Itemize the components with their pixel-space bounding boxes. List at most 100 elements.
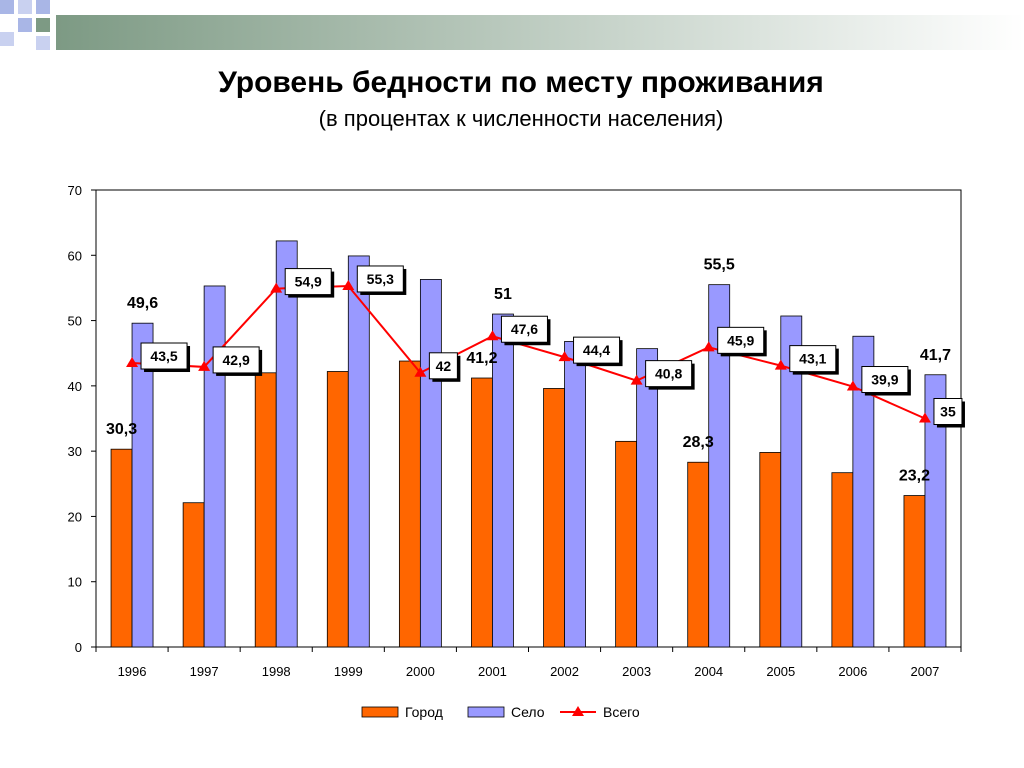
data-label-gorod: 23,2 [899, 468, 930, 485]
marker-vsego [342, 279, 355, 290]
legend-swatch-gorod [361, 706, 399, 718]
marker-vsego [486, 330, 499, 341]
x-tick-label: 2004 [694, 664, 723, 679]
data-label-vsego: 55,3 [367, 271, 394, 287]
x-tick-label: 1999 [334, 664, 363, 679]
marker-vsego [774, 359, 787, 370]
y-tick-label: 30 [68, 444, 82, 459]
slide-decoration [0, 0, 1024, 50]
bar-selo [780, 315, 803, 648]
decor-square [18, 18, 32, 32]
bar-gorod [615, 440, 638, 648]
label-box [645, 360, 693, 388]
label-box [284, 268, 332, 296]
data-label-vsego: 42 [436, 358, 452, 374]
y-tick-label: 50 [68, 314, 82, 329]
bar-selo [203, 285, 226, 648]
bar-gorod [759, 452, 782, 648]
x-tick-label: 2007 [910, 664, 939, 679]
data-label-vsego: 40,8 [655, 366, 682, 382]
x-tick-label: 2001 [478, 664, 507, 679]
data-label-vsego: 47,6 [511, 321, 538, 337]
marker-vsego [846, 380, 859, 391]
marker-vsego [126, 357, 139, 368]
y-tick-label: 40 [68, 379, 82, 394]
marker-vsego [414, 366, 427, 377]
bar-gorod [110, 448, 133, 648]
data-label-vsego: 39,9 [871, 372, 898, 388]
decor-square [0, 32, 14, 46]
x-tick-label: 2000 [406, 664, 435, 679]
x-tick-label: 2002 [550, 664, 579, 679]
legend-label-gorod: Город [405, 704, 443, 720]
marker-vsego [270, 282, 283, 293]
bar-gorod [254, 372, 277, 648]
y-tick-label: 20 [68, 509, 82, 524]
bar-selo [564, 341, 586, 648]
bar-selo [636, 348, 659, 648]
bar-selo [347, 255, 370, 648]
label-box [212, 346, 260, 374]
marker-vsego [558, 351, 571, 362]
bar-selo [924, 374, 947, 648]
marker-vsego [918, 412, 931, 423]
bar-selo [131, 322, 154, 648]
legend-label-vsego: Всего [603, 704, 640, 720]
x-tick-label: 1997 [190, 664, 219, 679]
data-label-selo: 51 [494, 286, 512, 303]
data-label-selo: 55,5 [704, 257, 735, 274]
label-box [428, 352, 458, 380]
marker-vsego [702, 341, 715, 352]
data-label-vsego: 35 [940, 404, 956, 420]
bar-gorod [471, 377, 493, 648]
data-label-selo: 49,6 [127, 295, 158, 312]
chart-title: Уровень бедности по месту проживания [218, 66, 824, 99]
y-tick-label: 0 [75, 640, 82, 655]
bar-gorod [831, 472, 854, 648]
decor-square [36, 18, 50, 32]
bar-gorod [326, 371, 349, 648]
legend-marker-vsego [572, 706, 584, 716]
data-label-gorod: 30,3 [106, 421, 137, 438]
x-tick-label: 1998 [262, 664, 291, 679]
data-label-selo: 41,7 [920, 347, 951, 364]
label-box [717, 326, 765, 354]
bar-selo [852, 335, 875, 648]
data-label-vsego: 44,4 [583, 342, 610, 358]
x-tick-label: 2005 [766, 664, 795, 679]
bar-gorod [182, 502, 205, 648]
marker-vsego [198, 360, 211, 371]
legend-swatch-selo [467, 706, 505, 718]
y-tick-label: 10 [68, 575, 82, 590]
bar-gorod [543, 388, 565, 648]
data-label-gorod: 28,3 [683, 434, 714, 451]
x-tick-label: 1996 [118, 664, 147, 679]
bar-selo [708, 284, 731, 648]
header-gradient-band [56, 15, 1024, 50]
bar-gorod [398, 360, 421, 648]
label-box [933, 398, 963, 425]
legend-label-selo: Село [511, 704, 545, 720]
data-label-vsego: 45,9 [727, 332, 754, 348]
label-box [356, 265, 404, 293]
decor-square [36, 36, 50, 50]
plot-area [95, 189, 962, 648]
y-tick-label: 70 [68, 183, 82, 198]
chart-subtitle: (в процентах к численности населения) [318, 106, 724, 131]
bar-selo [492, 313, 514, 648]
label-box [861, 366, 909, 394]
data-label-vsego: 43,1 [799, 351, 826, 367]
x-tick-label: 2003 [622, 664, 651, 679]
marker-vsego [630, 374, 643, 385]
label-box [140, 342, 188, 370]
decor-square [36, 0, 50, 14]
data-label-gorod: 41,2 [466, 350, 497, 367]
bar-selo [419, 279, 442, 648]
decor-square [18, 0, 32, 14]
label-box [573, 336, 621, 364]
data-label-vsego: 43,5 [150, 348, 177, 364]
data-label-vsego: 42,9 [223, 352, 250, 368]
label-box [789, 345, 837, 373]
bar-gorod [687, 461, 710, 648]
